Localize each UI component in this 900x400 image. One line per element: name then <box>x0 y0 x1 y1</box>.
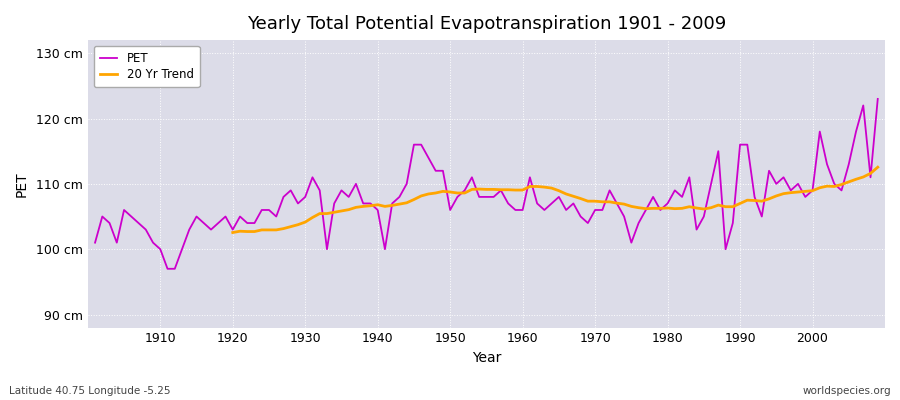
PET <box>162 266 173 271</box>
20 Yr Trend <box>314 211 325 216</box>
20 Yr Trend <box>872 165 883 170</box>
Legend: PET, 20 Yr Trend: PET, 20 Yr Trend <box>94 46 200 87</box>
PET <box>525 175 535 180</box>
X-axis label: Year: Year <box>472 351 501 365</box>
20 Yr Trend <box>763 196 774 201</box>
PET <box>358 201 369 206</box>
Title: Yearly Total Potential Evapotranspiration 1901 - 2009: Yearly Total Potential Evapotranspiratio… <box>247 15 726 33</box>
PET <box>872 96 883 101</box>
Y-axis label: PET: PET <box>15 171 29 197</box>
PET <box>611 201 622 206</box>
Line: 20 Yr Trend: 20 Yr Trend <box>233 167 878 232</box>
20 Yr Trend <box>778 191 789 196</box>
20 Yr Trend <box>677 206 688 211</box>
20 Yr Trend <box>228 230 238 235</box>
20 Yr Trend <box>843 180 854 184</box>
20 Yr Trend <box>423 192 434 196</box>
PET <box>314 188 325 193</box>
PET <box>148 240 158 245</box>
Text: Latitude 40.75 Longitude -5.25: Latitude 40.75 Longitude -5.25 <box>9 386 170 396</box>
Text: worldspecies.org: worldspecies.org <box>803 386 891 396</box>
Line: PET: PET <box>95 99 878 269</box>
PET <box>518 208 528 212</box>
PET <box>90 240 101 245</box>
